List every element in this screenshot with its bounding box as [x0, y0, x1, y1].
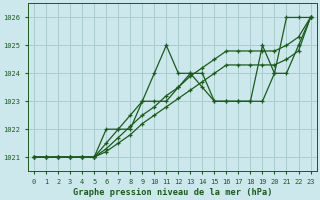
X-axis label: Graphe pression niveau de la mer (hPa): Graphe pression niveau de la mer (hPa): [73, 188, 272, 197]
